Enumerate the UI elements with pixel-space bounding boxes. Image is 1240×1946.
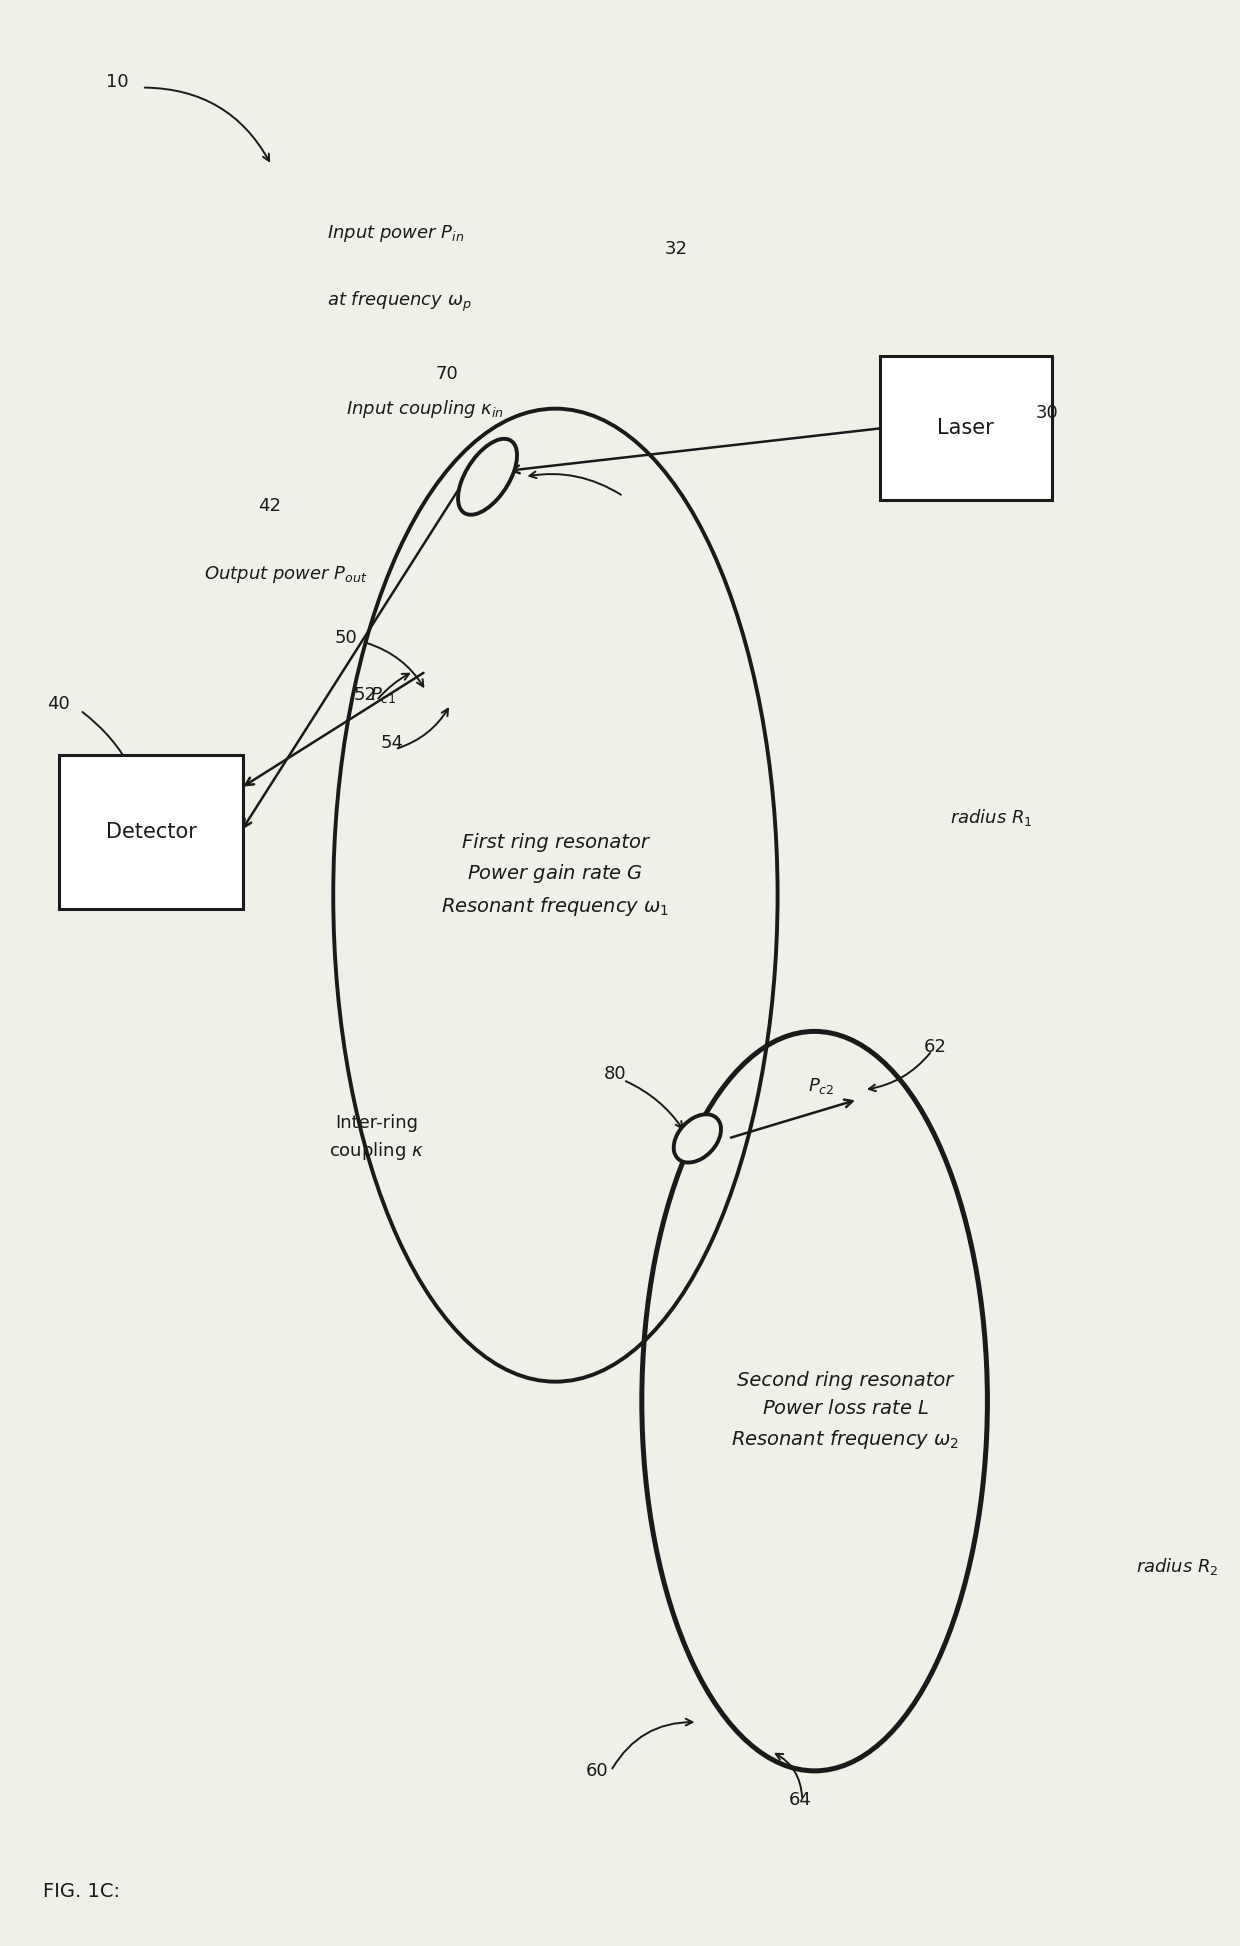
Text: 50: 50 <box>335 629 357 648</box>
Text: 10: 10 <box>105 72 129 91</box>
Text: 64: 64 <box>789 1790 811 1810</box>
Text: FIG. 1C:: FIG. 1C: <box>43 1882 120 1901</box>
FancyBboxPatch shape <box>60 755 243 909</box>
Text: 40: 40 <box>47 695 69 714</box>
Text: 52: 52 <box>353 685 377 704</box>
Text: 54: 54 <box>381 734 404 753</box>
Text: Second ring resonator
Power loss rate $L$
Resonant frequency $\omega_2$: Second ring resonator Power loss rate $L… <box>732 1370 960 1452</box>
Ellipse shape <box>673 1115 720 1162</box>
Text: Laser: Laser <box>937 418 994 438</box>
Text: radius $R_2$: radius $R_2$ <box>1136 1557 1218 1576</box>
Text: 80: 80 <box>604 1064 626 1084</box>
Text: 32: 32 <box>665 239 688 259</box>
Text: $P_{c1}$: $P_{c1}$ <box>371 685 397 704</box>
Text: 30: 30 <box>1035 403 1058 422</box>
Ellipse shape <box>458 438 517 516</box>
Text: Input power $P_{in}$: Input power $P_{in}$ <box>327 224 464 243</box>
Text: at frequency $\omega_p$: at frequency $\omega_p$ <box>327 290 471 313</box>
Text: First ring resonator
Power gain rate $G$
Resonant frequency $\omega_1$: First ring resonator Power gain rate $G$… <box>441 833 670 919</box>
Text: radius $R_1$: radius $R_1$ <box>950 808 1033 827</box>
Text: 62: 62 <box>924 1037 947 1057</box>
Text: 42: 42 <box>258 496 280 516</box>
Text: Output power $P_{out}$: Output power $P_{out}$ <box>203 564 367 584</box>
Text: Input coupling $\kappa_{in}$: Input coupling $\kappa_{in}$ <box>346 397 503 420</box>
Text: $P_{c2}$: $P_{c2}$ <box>808 1076 835 1096</box>
Text: 70: 70 <box>435 364 458 383</box>
Text: Detector: Detector <box>105 821 197 843</box>
Text: 60: 60 <box>587 1761 609 1781</box>
Text: Inter-ring
coupling $\kappa$: Inter-ring coupling $\kappa$ <box>329 1115 424 1162</box>
FancyBboxPatch shape <box>880 356 1052 500</box>
